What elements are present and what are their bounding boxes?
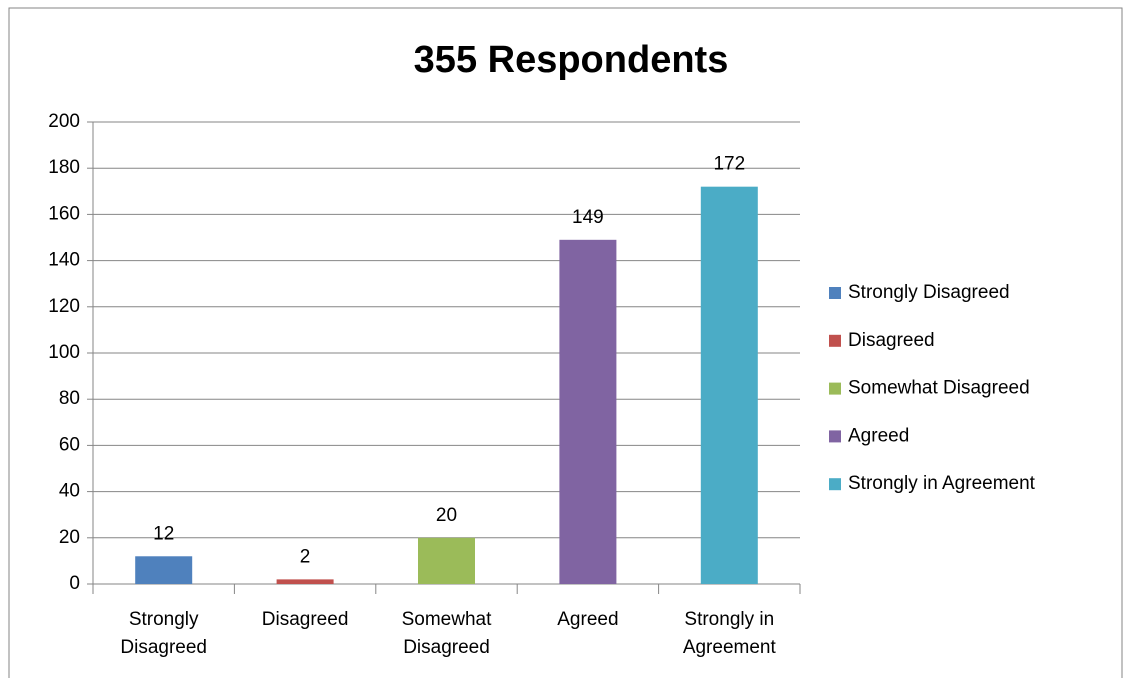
data-label: 149 — [572, 207, 604, 228]
y-tick-label: 60 — [59, 434, 80, 455]
legend-swatch — [829, 478, 841, 491]
legend-swatch — [829, 334, 841, 347]
chart-title: 355 Respondents — [414, 39, 729, 81]
y-tick-label: 200 — [48, 111, 80, 132]
bar — [135, 556, 193, 584]
bar — [700, 186, 758, 584]
x-tick-label: Strongly in Agreement — [682, 609, 776, 658]
bar — [559, 239, 617, 584]
y-tick-label: 20 — [59, 527, 80, 548]
data-label: 20 — [436, 505, 457, 526]
y-tick-label: 80 — [59, 388, 80, 409]
bar — [276, 579, 334, 584]
x-tick-label: Strongly Disagreed — [120, 609, 207, 658]
data-label: 12 — [153, 523, 174, 544]
legend-label: Strongly in Agreement — [848, 473, 1036, 494]
chart-border — [8, 7, 1123, 678]
y-tick-label: 180 — [48, 157, 80, 178]
x-tick-label: Somewhat Disagreed — [401, 609, 492, 658]
legend-label: Agreed — [848, 425, 909, 446]
y-tick-label: 100 — [48, 342, 80, 363]
legend-label: Disagreed — [848, 330, 935, 351]
x-tick-label: Disagreed — [261, 609, 349, 630]
legend-label: Strongly Disagreed — [848, 282, 1010, 303]
legend-swatch — [829, 287, 841, 299]
y-tick-label: 120 — [48, 296, 80, 317]
y-tick-label: 0 — [69, 573, 80, 594]
x-tick-label: Agreed — [557, 609, 619, 630]
data-label: 172 — [713, 154, 745, 175]
legend-label: Somewhat Disagreed — [848, 378, 1030, 399]
data-label: 2 — [300, 546, 311, 567]
bar — [418, 537, 475, 584]
y-tick-label: 140 — [48, 250, 80, 271]
y-tick-label: 160 — [48, 203, 80, 224]
legend-swatch — [829, 430, 841, 443]
y-tick-label: 40 — [59, 481, 80, 502]
legend-swatch — [829, 382, 841, 395]
